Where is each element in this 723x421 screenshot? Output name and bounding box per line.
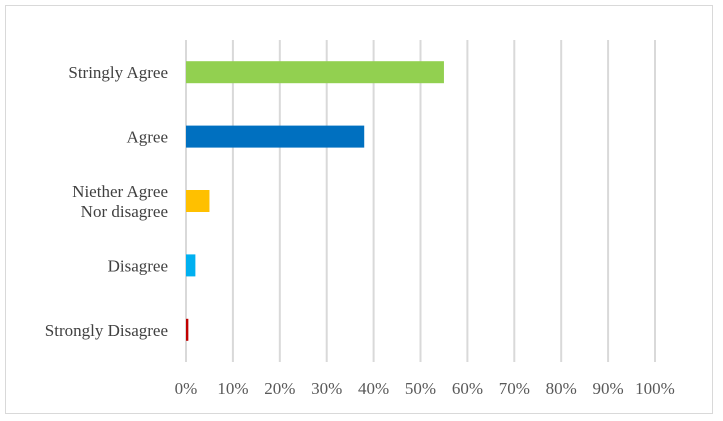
category-label: Niether Agree: [72, 182, 168, 201]
x-tick-label: 60%: [452, 379, 483, 398]
category-label: Nor disagree: [81, 202, 168, 221]
x-axis-tick-labels: 0% 10% 20% 30% 40% 50% 60% 70% 80% 90% 100%: [175, 379, 675, 398]
x-tick-label: 40%: [358, 379, 389, 398]
x-tick-label: 50%: [405, 379, 436, 398]
bar: [186, 61, 444, 84]
bar: [186, 318, 189, 341]
x-tick-label: 70%: [499, 379, 530, 398]
x-tick-label: 10%: [217, 379, 248, 398]
category-label: Strongly Disagree: [45, 321, 168, 340]
x-tick-label: 100%: [635, 379, 675, 398]
x-tick-label: 30%: [311, 379, 342, 398]
category-label: Stringly Agree: [68, 63, 168, 82]
x-tick-label: 20%: [264, 379, 295, 398]
x-tick-label: 80%: [546, 379, 577, 398]
category-label: Agree: [126, 128, 168, 147]
x-tick-label: 90%: [593, 379, 624, 398]
bar: [186, 190, 210, 212]
x-tick-label: 0%: [175, 379, 198, 398]
bar: [186, 125, 365, 148]
category-label: Disagree: [108, 256, 168, 275]
gridlines: [185, 40, 656, 362]
bars: [186, 61, 444, 341]
bar: [186, 254, 196, 277]
